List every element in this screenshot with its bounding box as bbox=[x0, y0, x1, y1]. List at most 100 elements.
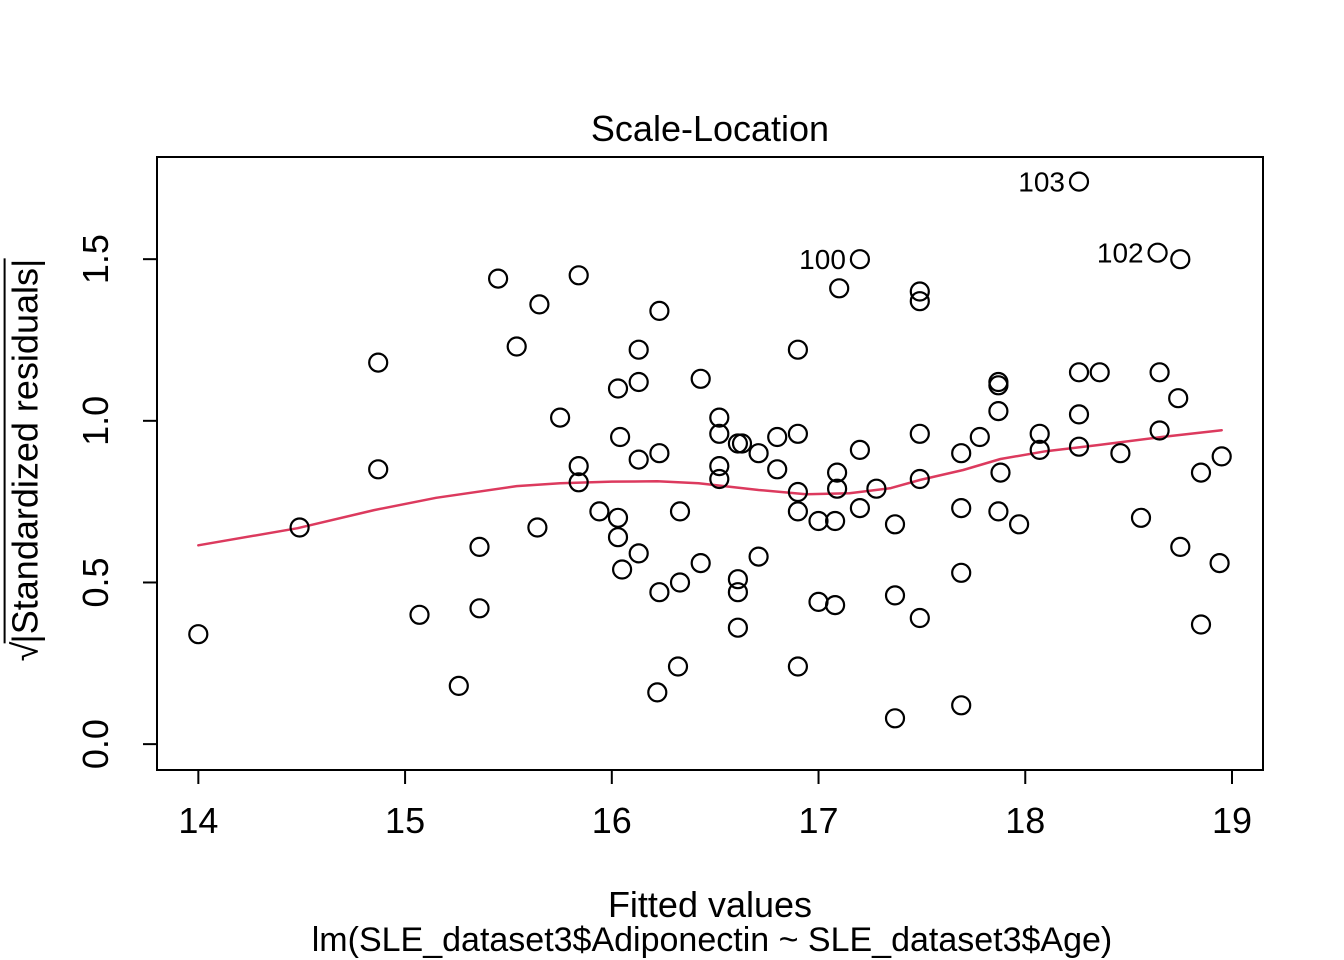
data-point bbox=[808, 591, 829, 613]
data-point bbox=[607, 527, 629, 548]
data-point bbox=[289, 517, 310, 538]
point-label: 100 bbox=[799, 244, 846, 275]
data-point bbox=[1168, 388, 1189, 409]
data-point bbox=[1211, 446, 1232, 467]
data-point bbox=[628, 543, 649, 564]
point-label: 103 bbox=[1018, 167, 1065, 198]
plot-border bbox=[156, 156, 1264, 771]
data-point bbox=[1089, 362, 1110, 383]
data-point bbox=[849, 498, 871, 519]
data-point bbox=[727, 433, 749, 454]
data-point bbox=[787, 423, 809, 444]
x-tick-label: 18 bbox=[1005, 800, 1045, 841]
data-point bbox=[990, 462, 1011, 483]
data-point bbox=[409, 604, 430, 625]
y-tick-label: 1.5 bbox=[75, 234, 116, 284]
x-axis-sublabel: lm(SLE_dataset3$Adiponectin ~ SLE_datase… bbox=[312, 921, 1113, 959]
data-point bbox=[607, 378, 629, 399]
data-point bbox=[368, 352, 389, 373]
data-point bbox=[611, 559, 633, 580]
data-point bbox=[951, 498, 972, 519]
x-tick-label: 14 bbox=[178, 800, 218, 841]
x-tick-label: 16 bbox=[592, 800, 632, 841]
y-tick-label: 1.0 bbox=[75, 396, 116, 446]
data-point bbox=[667, 656, 689, 677]
sqrt-symbol: √ bbox=[4, 641, 46, 662]
data-point bbox=[787, 656, 809, 677]
data-point bbox=[884, 514, 906, 535]
data-point bbox=[607, 507, 629, 528]
plot-area: 14 15 16 17 18 19 0.0 0.5 1.0 1.5 103 100 102 bbox=[75, 156, 1264, 841]
data-point bbox=[1149, 362, 1170, 383]
y-tick-label: 0.5 bbox=[75, 557, 116, 607]
data-point bbox=[628, 449, 649, 470]
data-point bbox=[727, 569, 749, 590]
data-point bbox=[506, 336, 527, 357]
data-point bbox=[1068, 436, 1090, 457]
plot-title: Scale-Location bbox=[591, 108, 829, 149]
data-point bbox=[787, 481, 809, 503]
data-point bbox=[909, 291, 930, 312]
data-point bbox=[1068, 362, 1090, 383]
data-point bbox=[1149, 420, 1170, 441]
data-point bbox=[1110, 443, 1131, 464]
data-point bbox=[690, 552, 711, 574]
data-point bbox=[568, 456, 589, 477]
data-point bbox=[884, 585, 906, 606]
data-point bbox=[709, 456, 730, 477]
data-point bbox=[1130, 507, 1152, 528]
data-point bbox=[969, 426, 990, 448]
data-point bbox=[826, 478, 848, 499]
data-point bbox=[609, 426, 631, 448]
data-point bbox=[368, 459, 389, 480]
data-point bbox=[709, 407, 730, 428]
point-label: 102 bbox=[1097, 238, 1144, 269]
x-tick-label: 19 bbox=[1212, 800, 1252, 841]
x-tick-label: 15 bbox=[385, 800, 425, 841]
data-point bbox=[1147, 242, 1168, 263]
data-point bbox=[549, 407, 571, 428]
data-point bbox=[1029, 423, 1050, 444]
data-point bbox=[826, 462, 848, 483]
data-point bbox=[808, 510, 829, 532]
data-point bbox=[849, 249, 871, 270]
data-point bbox=[1170, 536, 1191, 558]
y-tick-label: 0.0 bbox=[75, 719, 116, 769]
data-point bbox=[568, 472, 589, 493]
data-point bbox=[951, 443, 972, 464]
data-point bbox=[1068, 404, 1090, 425]
data-point bbox=[669, 572, 691, 593]
data-point bbox=[589, 501, 610, 522]
data-point bbox=[469, 598, 490, 619]
data-point bbox=[568, 265, 589, 286]
data-point bbox=[469, 536, 490, 558]
data-point bbox=[727, 617, 749, 638]
data-point bbox=[649, 443, 670, 464]
data-point bbox=[488, 268, 509, 289]
data-point bbox=[1190, 462, 1212, 483]
data-point bbox=[1008, 514, 1030, 535]
data-point bbox=[1209, 552, 1230, 574]
data-point bbox=[709, 423, 730, 444]
data-point bbox=[1029, 439, 1050, 460]
data-point bbox=[448, 675, 469, 697]
data-point bbox=[988, 501, 1009, 522]
data-point bbox=[909, 423, 930, 444]
data-point bbox=[529, 294, 550, 315]
data-point bbox=[649, 582, 670, 603]
data-point bbox=[824, 510, 846, 532]
data-point bbox=[628, 371, 649, 393]
data-point bbox=[787, 339, 809, 360]
data-point bbox=[824, 594, 846, 616]
data-point bbox=[909, 468, 930, 490]
data-point bbox=[527, 517, 548, 538]
data-point bbox=[731, 433, 753, 454]
data-point bbox=[849, 439, 871, 460]
y-axis-label-text: |Standardized residuals| bbox=[3, 258, 46, 644]
data-point bbox=[829, 278, 850, 299]
data-point bbox=[951, 695, 972, 716]
x-tick-label: 17 bbox=[799, 800, 839, 841]
data-point bbox=[709, 468, 730, 490]
x-axis-label: Fitted values bbox=[608, 884, 812, 925]
